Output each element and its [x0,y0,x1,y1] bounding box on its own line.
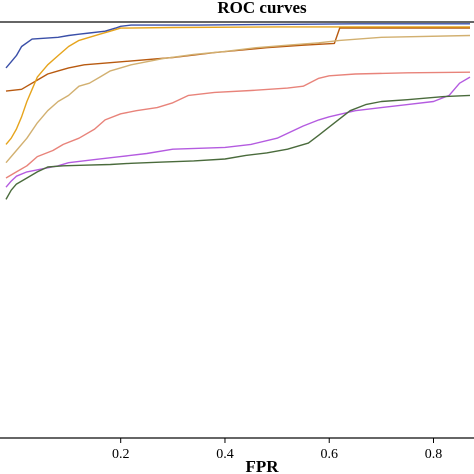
roc-curve-6 [5,76,471,188]
chart-title: ROC curves [217,0,307,17]
roc-curve-1 [5,23,470,69]
x-tick-label: 0.4 [216,447,234,462]
roc-curve-5 [5,71,471,179]
x-axis-label: FPR [245,457,279,474]
roc-curve-4 [5,34,471,164]
roc-curve-2 [5,27,470,92]
x-tick-label: 0.6 [320,447,338,462]
roc-curves-group [5,23,471,200]
plot-frame [0,21,474,439]
roc-curve-7 [5,94,471,200]
x-tick-label: 0.2 [112,447,130,462]
x-tick-label: 0.8 [425,447,443,462]
roc-curve-3 [5,26,470,145]
x-axis-ticks: 0.2 0.4 0.6 0.8 [112,438,442,462]
